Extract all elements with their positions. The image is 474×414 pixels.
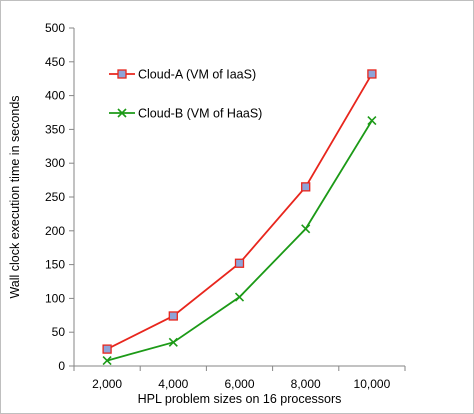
- data-point: [367, 69, 377, 79]
- series-1: [102, 69, 377, 354]
- data-point: [301, 224, 311, 234]
- data-point: [102, 356, 112, 366]
- x-tick-label: 8,000: [291, 377, 321, 391]
- y-tick-label: 50: [52, 325, 66, 339]
- data-point: [168, 311, 178, 321]
- y-tick-label: 500: [45, 21, 65, 35]
- data-point: [102, 344, 112, 354]
- y-tick-label: 100: [45, 291, 65, 305]
- x-axis-title: HPL problem sizes on 16 processors: [138, 392, 342, 406]
- x-tick-label: 2,000: [92, 377, 122, 391]
- y-tick-label: 400: [45, 89, 65, 103]
- y-tick-label: 450: [45, 55, 65, 69]
- data-point: [234, 292, 245, 302]
- x-ticks: 2,000 4,000 6,000 8,000 10,000: [73, 366, 406, 391]
- data-point: [234, 258, 245, 268]
- y-tick-label: 250: [45, 190, 65, 204]
- y-tick-label: 350: [45, 122, 65, 136]
- data-point: [301, 182, 311, 192]
- legend-label: Cloud-A (VM of IaaS): [138, 68, 256, 82]
- series-layer: [102, 69, 377, 366]
- data-point: [367, 116, 377, 126]
- x-tick-label: 6,000: [224, 377, 254, 391]
- series-2: [102, 116, 377, 366]
- legend-label: Cloud-B (VM of HaaS): [138, 107, 262, 121]
- y-tick-label: 200: [45, 224, 65, 238]
- y-tick-label: 150: [45, 258, 65, 272]
- legend-marker: [117, 108, 127, 118]
- y-axis-title: Wall clock execution time in seconds: [8, 95, 22, 298]
- y-tick-label: 0: [58, 359, 65, 373]
- legend-item-2: Cloud-B (VM of HaaS): [109, 107, 262, 121]
- legend-marker: [117, 69, 127, 79]
- legend: Cloud-A (VM of IaaS) Cloud-B (VM of HaaS): [109, 68, 262, 121]
- x-tick-label: 4,000: [158, 377, 188, 391]
- legend-item-1: Cloud-A (VM of IaaS): [109, 68, 256, 82]
- y-ticks: 0 50 100 150 200 250 300 350 400 450 500: [45, 21, 74, 373]
- x-tick-label: 10,000: [354, 377, 391, 391]
- series-line: [106, 120, 373, 362]
- y-tick-label: 300: [45, 156, 65, 170]
- data-point: [168, 337, 178, 347]
